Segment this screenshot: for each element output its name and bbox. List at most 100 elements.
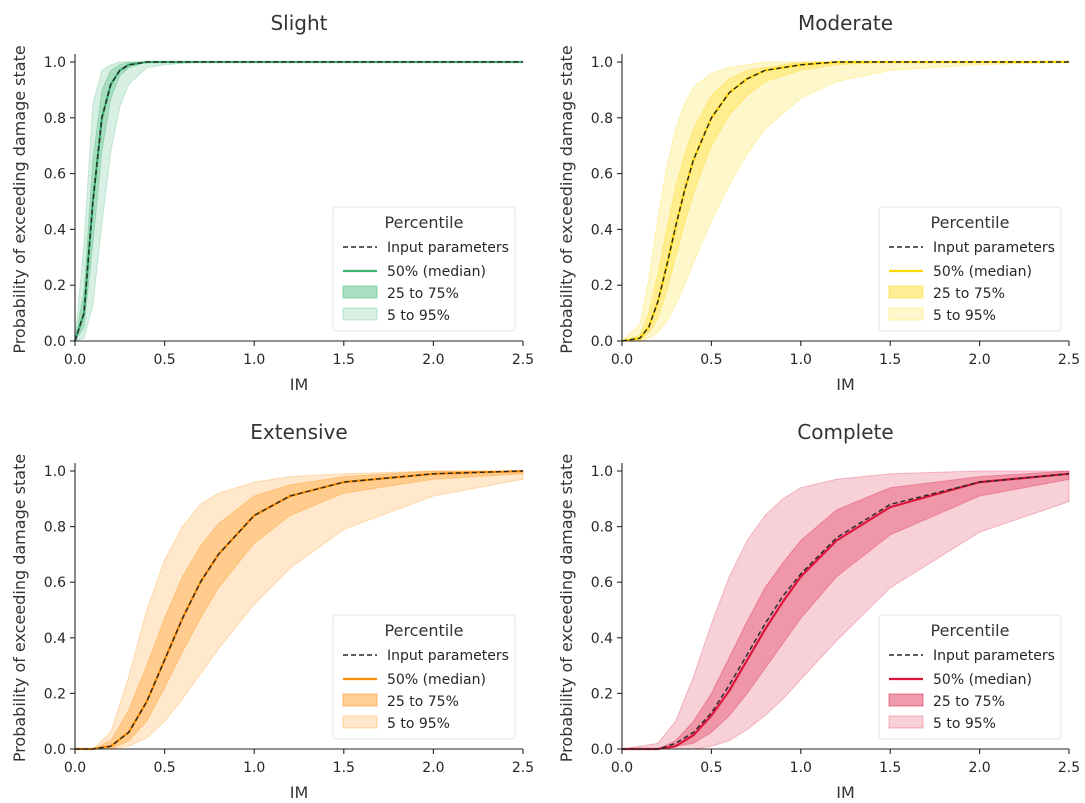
legend-swatch-25-75 [342,285,378,299]
input-parameters-line [622,473,1070,750]
legend-entry-label: 25 to 75% [387,286,459,302]
legend-entry-label: 50% (median) [933,672,1032,688]
x-tick-label: 0.0 [64,352,86,368]
y-tick-label: 1.0 [591,55,613,71]
x-tick-label: 0.0 [64,760,86,776]
chart-title: Complete [797,420,893,444]
x-axis-label: IM [836,783,855,802]
y-tick-label: 0.4 [44,631,66,647]
legend-entry-label: 5 to 95% [387,308,450,324]
y-tick-label: 0.8 [591,111,613,127]
panel-moderate: Moderate 0.0 0.5 1.0 1.5 2.0 2.5 0.0 0.2 0.4 0.6 0.… [557,11,1080,394]
legend-swatch-25-75 [888,285,924,299]
legend-entry-label: Input parameters [933,648,1055,664]
y-tick-label: 1.0 [44,464,66,480]
legend-swatch-25-75 [342,693,378,707]
x-tick-label: 2.0 [422,352,444,368]
input-parameters-line [621,61,1069,342]
band-5-95 [75,470,524,750]
y-tick-label: 0.4 [44,222,66,238]
legend-title: Percentile [385,213,464,232]
legend-entry-label: 50% (median) [387,672,486,688]
panel-extensive: Extensive 0.0 0.5 1.0 1.5 2.0 2.5 0.0 0.2 0.4 0.6 0… [10,420,534,802]
x-tick-label: 1.0 [243,760,265,776]
chart-title: Extensive [250,420,347,444]
legend: Percentile Input parameters 50% (median) 25… [332,614,516,740]
y-axis-label: Probability of exceeding damage state [10,45,29,353]
x-tick-label: 1.0 [790,760,812,776]
band-25-75 [74,61,523,342]
legend-entry-label: 50% (median) [387,264,486,280]
y-axis-label: Probability of exceeding damage state [557,45,576,353]
median-line [75,469,524,751]
y-tick-label: 0.8 [591,520,613,536]
x-axis-label: IM [836,375,855,394]
y-tick-label: 0.6 [591,575,613,591]
y-axis-label: Probability of exceeding damage state [10,454,29,762]
y-tick-label: 0.0 [44,742,66,758]
legend-frame [878,614,1062,740]
x-tick-label: 1.5 [879,352,901,368]
legend-entry-label: 5 to 95% [933,716,996,732]
x-tick-label: 1.0 [790,352,812,368]
y-tick-label: 1.0 [44,55,66,71]
x-tick-label: 2.5 [1058,352,1080,368]
y-tick-label: 0.2 [44,278,66,294]
legend-entry-label: 5 to 95% [933,308,996,324]
input-parameters-line [74,61,523,342]
x-tick-label: 2.5 [512,352,534,368]
x-axis-label: IM [290,375,309,394]
legend-entry-label: 25 to 75% [933,286,1005,302]
legend-entry-label: 5 to 95% [387,716,450,732]
y-tick-label: 0.8 [44,111,66,127]
panel-complete: Complete 0.0 0.5 1.0 1.5 2.0 2.5 0.0 0.2 0.4 0.6 0.… [557,420,1080,802]
legend-title: Percentile [931,213,1010,232]
median-line [622,472,1070,751]
legend-title: Percentile [931,621,1010,640]
band-5-95 [74,61,523,342]
x-tick-label: 0.5 [700,352,722,368]
x-tick-label: 0.5 [153,760,175,776]
y-tick-label: 0.0 [44,334,66,350]
y-axis-label: Probability of exceeding damage state [557,454,576,762]
x-tick-label: 2.5 [512,760,534,776]
legend-entry-label: 25 to 75% [933,694,1005,710]
y-tick-label: 0.2 [591,686,613,702]
legend-swatch-5-95 [342,715,378,729]
x-tick-label: 0.5 [700,760,722,776]
y-tick-label: 1.0 [591,464,613,480]
y-tick-label: 0.0 [591,334,613,350]
band-25-75 [621,61,1069,342]
y-tick-label: 0.4 [591,222,613,238]
legend: Percentile Input parameters 50% (median) 25… [878,206,1062,332]
x-tick-label: 2.0 [968,352,990,368]
y-tick-label: 0.8 [44,520,66,536]
x-tick-label: 0.0 [611,352,633,368]
y-tick-label: 0.2 [591,278,613,294]
legend-entry-label: 50% (median) [933,264,1032,280]
x-tick-label: 1.0 [243,352,265,368]
x-tick-label: 2.0 [968,760,990,776]
x-tick-label: 1.5 [879,760,901,776]
x-tick-label: 0.5 [153,352,175,368]
legend: Percentile Input parameters 50% (median) 25… [878,614,1062,740]
chart-title: Slight [270,11,327,35]
legend-frame [332,614,516,740]
y-tick-label: 0.2 [44,686,66,702]
chart-title: Moderate [798,11,893,35]
y-tick-label: 0.6 [44,167,66,183]
legend-frame [878,206,1062,332]
legend-title: Percentile [385,621,464,640]
y-tick-label: 0.6 [591,167,613,183]
legend-entry-label: 25 to 75% [387,694,459,710]
band-25-75 [622,470,1070,750]
legend-swatch-5-95 [342,307,378,321]
y-tick-label: 0.6 [44,575,66,591]
y-tick-label: 0.4 [591,631,613,647]
legend-entry-label: Input parameters [933,240,1055,256]
legend-swatch-5-95 [888,307,924,321]
panel-slight: Slight 0.0 0.5 1.0 1.5 2.0 2.5 0.0 0.2 0.4 0.6 0.8 1… [10,11,534,394]
x-tick-label: 2.0 [422,760,444,776]
band-25-75 [75,470,524,750]
